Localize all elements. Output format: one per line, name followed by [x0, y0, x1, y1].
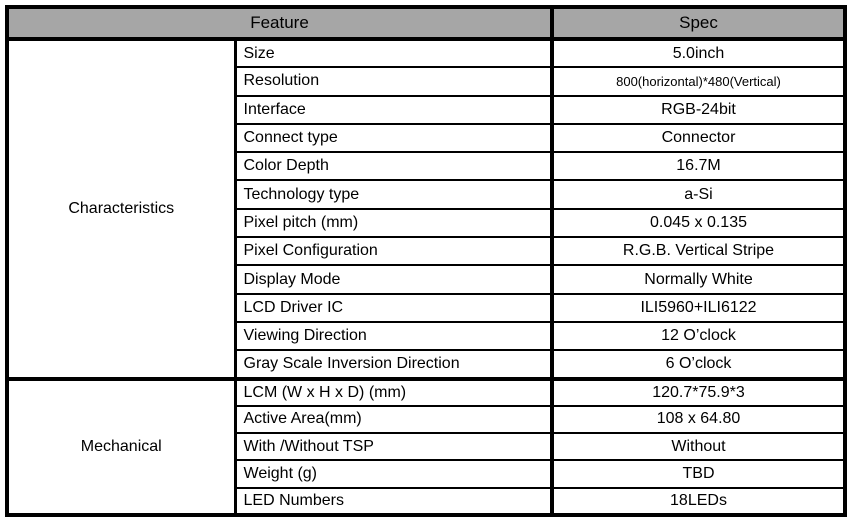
table-row: LCD Driver IC ILI5960+ILI6122: [7, 292, 846, 323]
feature-cell-lcd-driver-ic: LCD Driver IC: [234, 292, 553, 323]
table-row: Characteristics Size 5.0inch: [6, 37, 846, 380]
feature-cell-gray-scale-inversion: Gray Scale Inversion Direction: [234, 349, 553, 380]
spec-cell-technology-type: a-Si: [550, 179, 846, 210]
feature-cell-size: Size: [234, 37, 553, 69]
feature-cell-color-depth: Color Depth: [234, 151, 553, 182]
table-row: Gray Scale Inversion Direction 6 O’clock: [7, 349, 846, 380]
table-row: Display Mode Normally White: [7, 264, 846, 295]
feature-cell-resolution: Resolution: [234, 66, 553, 97]
feature-cell-lcm-dimensions: LCM (W x H x D) (mm): [234, 377, 553, 407]
table-row: With /Without TSP Without: [7, 432, 846, 462]
table-row: Connect type Connector: [7, 122, 846, 154]
table-row: Mechanical LCM (W x H x D) (mm) 120.7*75…: [6, 377, 846, 517]
spec-cell-viewing-direction: 12 O’clock: [550, 320, 846, 352]
table-row: Technology type a-Si: [7, 179, 846, 210]
spec-table: Feature Spec Characteristics Size 5.0inc…: [5, 5, 847, 517]
feature-cell-connect-type: Connect type: [234, 122, 553, 154]
spec-cell-active-area: 108 x 64.80: [550, 404, 846, 435]
section-label-characteristics: Characteristics: [6, 38, 237, 380]
spec-cell-size: 5.0inch: [550, 37, 846, 69]
spec-cell-lcm-dimensions: 120.7*75.9*3: [550, 377, 846, 407]
table-header-row: Feature Spec: [6, 6, 846, 41]
spec-cell-connect-type: Connector: [550, 122, 846, 154]
table-row: Viewing Direction 12 O’clock: [7, 320, 846, 352]
feature-column-header: Feature: [6, 6, 553, 41]
table-row: Color Depth 16.7M: [7, 151, 846, 182]
spec-cell-weight: TBD: [550, 459, 846, 489]
spec-cell-display-mode: Normally White: [550, 264, 846, 295]
section-label-mechanical: Mechanical: [6, 377, 237, 517]
feature-cell-interface: Interface: [234, 94, 553, 125]
spec-cell-pixel-pitch: 0.045 x 0.135: [550, 207, 846, 239]
spec-cell-led-numbers: 18LEDs: [550, 486, 846, 517]
feature-cell-tsp: With /Without TSP: [234, 432, 553, 462]
table-row: Resolution 800(horizontal)*480(Vertical): [7, 66, 846, 97]
spec-column-header: Spec: [550, 6, 846, 41]
table-row: Active Area(mm) 108 x 64.80: [7, 404, 846, 435]
table-row: Interface RGB-24bit: [7, 94, 846, 125]
feature-cell-led-numbers: LED Numbers: [234, 486, 553, 517]
feature-cell-display-mode: Display Mode: [234, 264, 553, 295]
spec-cell-resolution: 800(horizontal)*480(Vertical): [550, 66, 846, 97]
table-row: Weight (g) TBD: [7, 459, 846, 489]
feature-cell-technology-type: Technology type: [234, 179, 553, 210]
spec-cell-pixel-configuration: R.G.B. Vertical Stripe: [550, 236, 846, 267]
spec-cell-interface: RGB-24bit: [550, 94, 846, 125]
feature-cell-pixel-configuration: Pixel Configuration: [234, 236, 553, 267]
mechanical-section: Mechanical LCM (W x H x D) (mm) 120.7*75…: [6, 377, 846, 517]
spec-cell-tsp: Without: [550, 432, 846, 462]
spec-cell-gray-scale-inversion: 6 O’clock: [550, 349, 846, 380]
feature-cell-active-area: Active Area(mm): [234, 404, 553, 435]
characteristics-section: Characteristics Size 5.0inch Resolution …: [6, 37, 846, 380]
spec-cell-lcd-driver-ic: ILI5960+ILI6122: [550, 292, 846, 323]
feature-cell-viewing-direction: Viewing Direction: [234, 320, 553, 352]
table-row: LED Numbers 18LEDs: [7, 486, 846, 517]
table-row: Pixel Configuration R.G.B. Vertical Stri…: [7, 236, 846, 267]
feature-cell-pixel-pitch: Pixel pitch (mm): [234, 207, 553, 239]
table-row: Pixel pitch (mm) 0.045 x 0.135: [7, 207, 846, 239]
spec-cell-color-depth: 16.7M: [550, 151, 846, 182]
feature-cell-weight: Weight (g): [234, 459, 553, 489]
